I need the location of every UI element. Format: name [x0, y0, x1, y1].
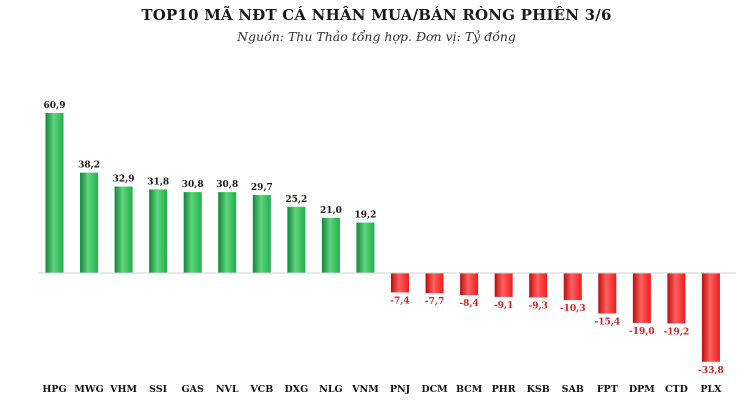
- tick-label-mwg: MWG: [74, 384, 103, 395]
- tick-label-ksb: KSB: [527, 384, 550, 395]
- tick-label-ssi: SSI: [149, 384, 168, 395]
- bar-ssi: [149, 189, 168, 273]
- value-label-vhm: 32,9: [113, 175, 135, 185]
- value-label-plx: -33,8: [698, 366, 724, 376]
- tick-label-ctd: CTD: [665, 384, 688, 395]
- bar-vnm: [356, 222, 375, 273]
- bar-vhm: [114, 186, 133, 273]
- value-label-dxg: 25,2: [285, 195, 307, 205]
- bar-mwg: [80, 172, 99, 273]
- value-label-gas: 30,8: [182, 180, 204, 190]
- value-label-phr: -9,1: [494, 301, 513, 311]
- tick-label-phr: PHR: [492, 384, 516, 395]
- tick-label-fpt: FPT: [597, 384, 618, 395]
- value-label-dpm: -19,0: [629, 327, 655, 337]
- tick-label-nvl: NVL: [216, 384, 239, 395]
- tick-label-dpm: DPM: [629, 384, 655, 395]
- value-label-bcm: -8,4: [459, 299, 478, 309]
- bar-vcb: [252, 194, 271, 273]
- bar-fpt: [598, 273, 617, 314]
- bar-dpm: [632, 273, 651, 323]
- tick-label-vnm: VNM: [351, 384, 379, 395]
- value-label-ksb: -9,3: [528, 301, 547, 311]
- bar-nvl: [218, 192, 237, 273]
- bar-bcm: [460, 273, 479, 296]
- tick-label-plx: PLX: [700, 384, 722, 395]
- bar-dcm: [425, 273, 444, 294]
- bar-ctd: [667, 273, 686, 324]
- value-label-vcb: 29,7: [251, 183, 273, 193]
- tick-label-dxg: DXG: [284, 384, 308, 395]
- tick-label-nlg: NLG: [319, 384, 342, 395]
- value-label-ssi: 31,8: [147, 177, 169, 187]
- bar-phr: [494, 273, 513, 297]
- value-label-ctd: -19,2: [664, 327, 690, 337]
- tick-label-vcb: VCB: [249, 384, 273, 395]
- bar-hpg: [45, 113, 64, 273]
- value-label-dcm: -7,7: [425, 297, 444, 307]
- bar-nlg: [321, 217, 340, 273]
- chart-title: TOP10 MÃ NĐT CÁ NHÂN MUA/BÁN RÒNG PHIÊN …: [141, 6, 612, 24]
- value-label-mwg: 38,2: [78, 161, 100, 171]
- tick-label-hpg: HPG: [42, 384, 66, 395]
- tick-label-gas: GAS: [182, 384, 204, 395]
- tick-label-vhm: VHM: [109, 384, 137, 395]
- tick-label-bcm: BCM: [456, 384, 483, 395]
- tick-label-pnj: PNJ: [390, 384, 411, 395]
- tick-label-dcm: DCM: [421, 384, 448, 395]
- value-label-pnj: -7,4: [390, 296, 409, 306]
- bar-ksb: [529, 273, 548, 298]
- bar-plx: [701, 273, 720, 362]
- value-label-hpg: 60,9: [44, 101, 66, 111]
- value-label-sab: -10,3: [560, 304, 586, 314]
- bar-dxg: [287, 206, 306, 273]
- value-label-vnm: 19,2: [354, 211, 376, 221]
- bar-sab: [563, 273, 582, 301]
- value-label-fpt: -15,4: [594, 317, 620, 327]
- bar-pnj: [391, 273, 409, 293]
- chart-subtitle: Nguồn: Thu Thảo tổng hợp. Đơn vị: Tỷ đồn…: [237, 29, 516, 44]
- bar-gas: [183, 192, 202, 273]
- value-label-nlg: 21,0: [320, 206, 342, 216]
- tick-label-sab: SAB: [562, 384, 584, 395]
- value-label-nvl: 30,8: [216, 180, 238, 190]
